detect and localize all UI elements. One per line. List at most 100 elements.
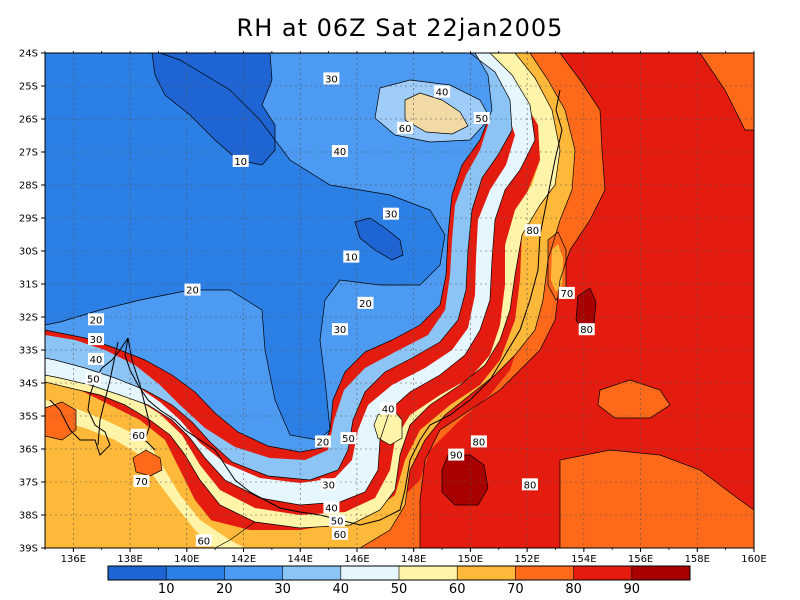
colorbar-swatch (399, 566, 458, 580)
colorbar-label: 10 (158, 582, 175, 597)
contour-label-text: 70 (135, 477, 148, 488)
contour-label-bg (397, 121, 414, 134)
contour-label-text: 60 (197, 536, 210, 547)
rh-band-70-80-sw-2 (133, 450, 162, 476)
contour-label-bg (232, 154, 249, 167)
plot-frame (44, 52, 755, 549)
contour-label-text: 10 (345, 253, 358, 264)
lat-tick-label: 38S (19, 511, 38, 522)
contour-label: 60 (397, 121, 414, 135)
contour-label: 30 (382, 207, 399, 221)
contour-label: 10 (232, 154, 249, 168)
contour-label-bg (331, 527, 348, 540)
lat-tick-label: 34S (19, 379, 38, 390)
contour-label-bg (133, 475, 150, 487)
rh-band-0-10-north (152, 53, 275, 165)
rh-band-90-100-east (576, 288, 596, 332)
contour-label-bg (130, 428, 147, 441)
rh-band-10-20 (45, 53, 445, 440)
contour-label-text: 40 (436, 88, 449, 99)
contour-label: 60 (130, 428, 147, 442)
map-title: RH at 06Z Sat 22jan2005 (236, 14, 564, 42)
lat-tick-label: 39S (19, 544, 38, 555)
contour-label: 60 (331, 527, 348, 541)
colorbar-swatch (108, 566, 167, 580)
colorbar-swatch (457, 566, 516, 580)
colorbar-swatch (224, 566, 284, 580)
contour-label-text: 10 (234, 157, 247, 168)
contour-label-bg (88, 313, 105, 326)
lon-tick-label: 138E (117, 554, 142, 565)
contour-label: 50 (329, 514, 346, 528)
contour-label: 80 (578, 323, 595, 336)
lon-tick-label: 152E (514, 554, 539, 565)
lon-tick-label: 156E (628, 554, 653, 565)
contour-label-bg (382, 207, 399, 220)
contour-label-bg (578, 323, 595, 336)
contour-label: 40 (331, 145, 348, 158)
contour-label-bg (320, 478, 337, 491)
lat-tick-label: 33S (19, 346, 38, 357)
contour-label-bg (357, 296, 374, 309)
contour-label-text: 50 (342, 434, 355, 445)
contour-label: 20 (314, 435, 331, 448)
contour-label-text: 80 (524, 480, 537, 491)
lat-tick-label: 25S (19, 82, 38, 93)
contour-label-bg (85, 372, 102, 385)
lon-tick-label: 136E (61, 554, 86, 565)
contour-label-bg (448, 448, 465, 461)
lat-tick-label: 31S (19, 280, 38, 291)
contour-label-bg (558, 286, 575, 299)
colorbar-label: 40 (333, 582, 350, 597)
contour-label-text: 20 (90, 315, 103, 326)
colorbar-swatch (573, 566, 633, 580)
lon-tick-label: 154E (571, 554, 596, 565)
contour-label: 30 (331, 323, 348, 336)
rh-band-70-80-blob-east (598, 380, 670, 418)
contour-label-text: 80 (526, 226, 539, 237)
contour-label: 70 (558, 286, 575, 300)
contour-label: 90 (448, 448, 465, 462)
contour-label: 30 (88, 333, 105, 346)
contour-labels: 10 10 20 20 20 20 30 30 30 30 30 40 40 40 40 40 50 50 50 50… (85, 72, 595, 547)
contour-label-text: 20 (186, 286, 199, 297)
contour-label-text: 70 (560, 289, 573, 300)
lon-tick-label: 160E (741, 554, 766, 565)
contour-label: 50 (85, 372, 102, 386)
contour-label-text: 60 (132, 431, 145, 442)
lon-tick-label: 144E (288, 554, 313, 565)
contour-label-bg (340, 432, 357, 445)
contour-label-text: 40 (325, 503, 338, 514)
contour-label-text: 30 (334, 325, 347, 336)
rh-field (45, 53, 754, 548)
contour-label-text: 80 (473, 437, 486, 448)
colorbar-label: 90 (624, 582, 641, 597)
lat-tick-label: 29S (19, 214, 38, 225)
lon-tick-label: 140E (174, 554, 199, 565)
contour-label-text: 40 (382, 404, 395, 415)
contour-label: 70 (133, 475, 150, 488)
contour-label: 20 (184, 283, 201, 297)
contour-label-bg (88, 333, 105, 346)
contour-label-bg (473, 112, 490, 124)
lon-tick-label: 146E (344, 554, 369, 565)
lat-tick-label: 32S (19, 313, 38, 324)
contour-label: 40 (323, 501, 340, 514)
lat-tick-label: 27S (19, 148, 38, 159)
contour-label: 40 (434, 85, 451, 99)
contour-label: 80 (524, 224, 541, 237)
contour-label-bg (323, 72, 340, 85)
lon-tick-label: 150E (458, 554, 483, 565)
contour-label-text: 20 (317, 437, 330, 448)
rh-band-70-80-sw-1 (45, 402, 76, 440)
lat-tick-label: 26S (19, 115, 38, 126)
colorbar-label: 30 (274, 582, 291, 597)
colorbar-label: 50 (391, 582, 408, 597)
colorbar-label: 70 (507, 582, 524, 597)
colorbar-swatch (340, 566, 400, 580)
contour-label: 80 (470, 435, 487, 448)
contour-label-text: 30 (322, 480, 335, 491)
colorbar-swatch (166, 566, 225, 580)
contour-label-text: 50 (87, 375, 100, 386)
